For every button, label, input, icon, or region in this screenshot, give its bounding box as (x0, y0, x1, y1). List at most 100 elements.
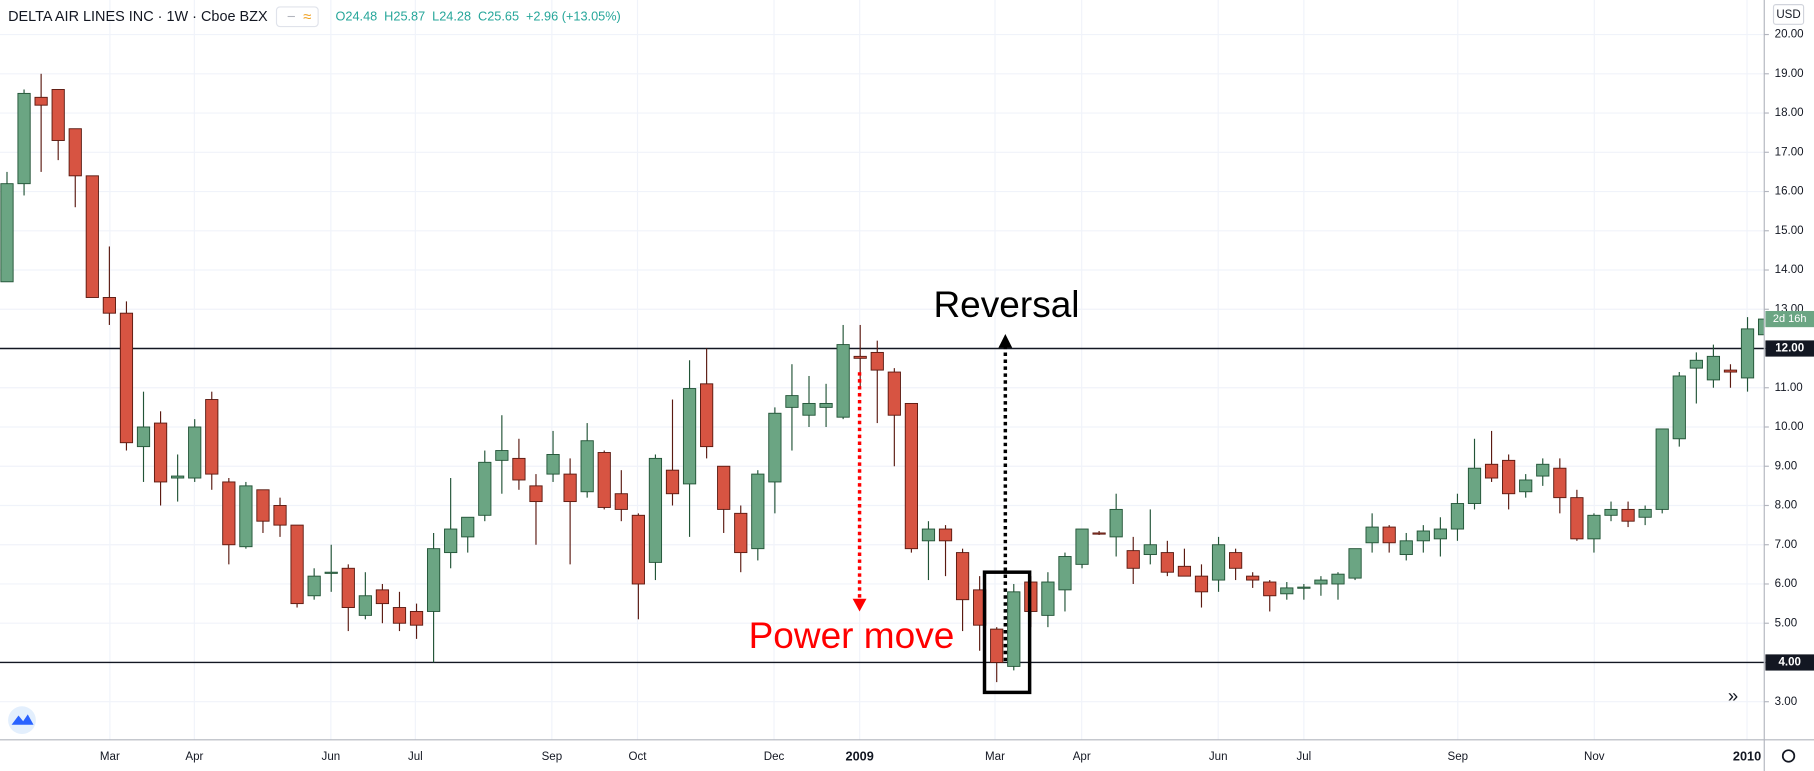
countdown-box (1765, 310, 1814, 328)
candle-body (239, 485, 253, 548)
candles (0, 73, 1765, 683)
candle-body (1348, 548, 1362, 579)
scroll-button[interactable]: » (1728, 685, 1738, 706)
candle-body (682, 388, 697, 485)
y-tick-label: 18.00 (1775, 107, 1804, 119)
candle-body (614, 493, 628, 510)
candle-body (631, 514, 645, 585)
x-tick-label: Oct (629, 751, 648, 763)
candle-body (1246, 575, 1260, 581)
currency: USD (1776, 9, 1800, 21)
highlight-box (982, 570, 1032, 695)
y-tick-label: 15.00 (1775, 225, 1804, 237)
candle-body (358, 595, 372, 616)
price-label-box (1765, 654, 1814, 671)
price-label: 12.00 (1775, 343, 1804, 355)
candle-body (1399, 540, 1413, 556)
candle-body (119, 312, 134, 444)
logo-icon (11, 714, 34, 725)
candle-body (1740, 328, 1755, 379)
candle-body (68, 128, 82, 177)
x-tick-label: Jul (1296, 751, 1311, 763)
ohlc-value: C25.65 (478, 9, 519, 24)
x-tick-label: Nov (1584, 751, 1605, 763)
icon: − (287, 8, 296, 25)
grid (0, 0, 1765, 740)
candle-body (1297, 586, 1311, 589)
axes: 3.00 4.00 5.00 6.00 7.00 8.00 9.00 10.00 11.00 12… (100, 29, 1814, 763)
candle-body (1689, 359, 1703, 369)
candle-body (938, 528, 953, 542)
candle-body (1621, 508, 1635, 522)
x-tick-label: Sep (1448, 751, 1469, 763)
x-tick-label: Sep (542, 751, 563, 763)
candle-body (1075, 528, 1089, 565)
candle-body (1126, 550, 1140, 569)
candle-body (1467, 467, 1482, 504)
arrow-head (852, 598, 867, 612)
y-tick-label: 8.00 (1775, 500, 1797, 512)
candle-body (1484, 463, 1499, 479)
candle-body (0, 183, 14, 283)
candle-body (955, 552, 970, 601)
candle-body (1109, 508, 1123, 538)
candle-body (409, 610, 424, 626)
candle-body (1229, 552, 1243, 569)
candle-body (1160, 552, 1174, 573)
candle-body (563, 473, 577, 503)
candle-body (1450, 503, 1465, 530)
candle-body (1672, 375, 1686, 440)
candle-body (1007, 591, 1021, 667)
candle-body (85, 175, 99, 298)
candle-body (1570, 497, 1584, 540)
ohlc-value: +2.96 (+13.05%) (526, 9, 621, 24)
candle-body (546, 454, 560, 475)
candle-body (512, 457, 526, 481)
chart-title: DELTA AIR LINES INC · 1W · Cboe BZX (8, 9, 268, 25)
candle-body (1604, 508, 1618, 516)
candle-body (375, 589, 390, 605)
candle-body (1587, 514, 1601, 540)
candle-body (495, 450, 509, 461)
y-tick-label: 16.00 (1775, 186, 1804, 198)
candle-body (1502, 459, 1516, 495)
y-tick-label: 6.00 (1775, 578, 1797, 590)
candle-body (648, 457, 663, 563)
candle-body (1519, 479, 1533, 493)
y-tick-label: 20.00 (1775, 29, 1804, 41)
horizontal-lines (0, 347, 1765, 664)
candle-body (341, 567, 355, 608)
candle-body (34, 96, 48, 106)
candle-body (990, 628, 1004, 663)
x-tick-label: Jun (1209, 751, 1228, 763)
candle-body (153, 422, 168, 483)
price-label-box (1765, 340, 1814, 357)
candle-body (921, 528, 936, 542)
candle-body (136, 426, 151, 448)
arrow-head (998, 334, 1013, 348)
y-tick-label: 14.00 (1775, 264, 1804, 276)
y-tick-label: 10.00 (1775, 421, 1804, 433)
candle-body (904, 402, 918, 550)
candle-body (1177, 565, 1192, 577)
x-tick-label: Mar (985, 751, 1005, 763)
candle-body (665, 469, 680, 495)
candle-body (1536, 463, 1550, 477)
x-tick-label: Jul (408, 751, 423, 763)
candle-body (887, 371, 901, 416)
settings-button[interactable] (1781, 749, 1796, 763)
y-tick-label: 17.00 (1775, 146, 1804, 158)
x-tick-label: Apr (1073, 751, 1091, 763)
candle-body (256, 489, 270, 522)
x-tick-label: 2010 (1733, 748, 1761, 763)
x-tick-label: Apr (185, 751, 203, 763)
y-tick-label: 19.00 (1775, 68, 1804, 80)
x-tick-label: Dec (764, 751, 785, 763)
icon: ≈ (303, 8, 311, 25)
candle-body (1041, 581, 1055, 616)
candle-body (1263, 581, 1277, 597)
y-tick-label: 13.00 (1775, 303, 1804, 315)
header-buttons[interactable] (275, 6, 319, 28)
candle-body (802, 402, 816, 416)
candle-body (1433, 528, 1447, 540)
